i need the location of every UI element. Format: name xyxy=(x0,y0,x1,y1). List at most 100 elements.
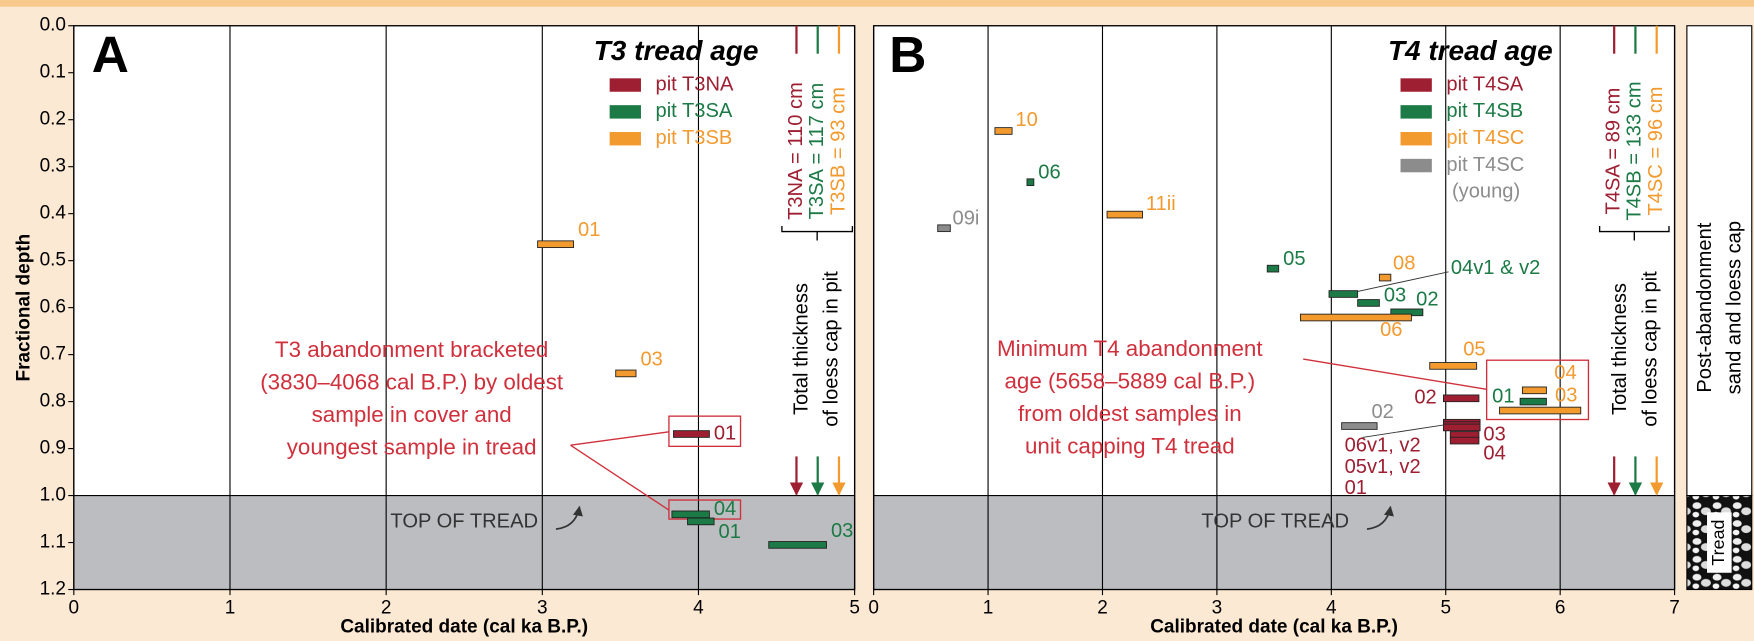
date-range-bar xyxy=(1341,422,1378,430)
x-tick-label: 4 xyxy=(1326,598,1337,619)
side-upper-box xyxy=(1686,25,1753,497)
date-range-bar xyxy=(1026,178,1035,186)
annotation-leader xyxy=(570,444,670,511)
sample-label: 01 xyxy=(578,219,600,241)
x-axis-label: Calibrated date (cal ka B.P.) xyxy=(1150,617,1398,638)
legend-swatch xyxy=(609,132,641,146)
x-tick-label: 3 xyxy=(1212,598,1223,619)
date-range-bar xyxy=(537,240,574,249)
thickness-label: T4SB = 133 cm xyxy=(1624,81,1646,220)
legend-label: pit T3NA xyxy=(656,73,735,95)
thickness-caption: Total thickness xyxy=(790,283,812,415)
y-axis-label: Fractional depth xyxy=(14,234,35,382)
date-range-bar xyxy=(1106,210,1143,219)
sample-label: 01 xyxy=(1345,477,1367,499)
legend-swatch xyxy=(1400,105,1432,119)
side-caption: sand and loess cap xyxy=(1723,221,1745,394)
date-range-bar xyxy=(1328,290,1359,298)
x-tick-label: 1 xyxy=(983,598,994,619)
annotation-text: sample in cover and xyxy=(312,402,512,427)
y-tick-label: 0.5 xyxy=(40,250,66,271)
sample-label: 04 xyxy=(1554,362,1576,384)
thickness-label: T4SA = 89 cm xyxy=(1602,88,1624,215)
tread-region xyxy=(73,495,855,590)
thickness-label: T3SA = 117 cm xyxy=(806,83,828,220)
y-tick-label: 0.2 xyxy=(40,109,66,130)
x-tick-label: 3 xyxy=(537,598,548,619)
sample-label: 04 xyxy=(1483,442,1505,464)
thickness-label: T3SB = 93 cm xyxy=(827,87,849,215)
y-tick-label: 0.4 xyxy=(40,203,67,224)
x-tick-label: 0 xyxy=(69,598,80,619)
legend-swatch xyxy=(1400,78,1432,92)
annotation-text: youngest sample in tread xyxy=(287,434,537,459)
label-leader xyxy=(1362,424,1444,438)
sample-label: 03 xyxy=(831,520,853,542)
x-tick-label: 5 xyxy=(849,598,860,619)
legend-swatch xyxy=(1400,158,1432,173)
y-tick-label: 1.0 xyxy=(40,485,66,506)
date-range-bar xyxy=(687,517,715,526)
sample-label: 05v1, v2 xyxy=(1345,456,1421,478)
x-tick-label: 4 xyxy=(693,598,704,619)
date-range-bar xyxy=(1521,386,1547,395)
sample-label: 09i xyxy=(953,208,980,230)
sample-label: 05 xyxy=(1463,339,1485,361)
thickness-caption: of loess cap in pit xyxy=(821,271,843,427)
sample-label: 03 xyxy=(1483,423,1505,445)
tread-label-bg xyxy=(1707,512,1732,573)
sample-label: 06 xyxy=(1380,319,1402,341)
y-tick-label: 1.1 xyxy=(40,532,66,553)
side-tread-label: Tread xyxy=(1708,520,1728,566)
x-tick-label: 7 xyxy=(1669,598,1680,619)
date-range-bar xyxy=(1443,423,1481,432)
date-range-bar xyxy=(1499,406,1582,415)
x-axis-label: Calibrated date (cal ka B.P.) xyxy=(340,617,588,638)
sample-label: 11ii xyxy=(1146,193,1176,215)
sample-label: 04v1 & v2 xyxy=(1451,257,1541,279)
legend-sublabel: (young) xyxy=(1452,181,1520,203)
legend-label: pit T4SB xyxy=(1446,100,1523,122)
date-range-bar xyxy=(1266,264,1280,273)
legend-swatch xyxy=(1400,132,1432,146)
sample-label: 02 xyxy=(1371,401,1393,423)
highlight-box xyxy=(1485,359,1590,421)
sample-label: 02 xyxy=(1416,288,1438,310)
date-range-bar xyxy=(1449,436,1480,445)
date-range-bar xyxy=(937,224,951,233)
legend-label: pit T3SA xyxy=(656,100,733,122)
x-tick-label: 2 xyxy=(381,598,392,619)
thickness-label: T4SC = 96 cm xyxy=(1645,86,1667,215)
sample-label: 03 xyxy=(1555,384,1577,406)
y-tick-label: 0.6 xyxy=(40,297,66,318)
legend-swatch xyxy=(609,78,641,92)
thickness-caption: Total thickness xyxy=(1609,283,1631,415)
x-tick-label: 2 xyxy=(1097,598,1108,619)
annotation-text: (3830–4068 cal B.P.) by oldest xyxy=(260,370,564,395)
bracket xyxy=(1598,225,1670,241)
thickness-caption: of loess cap in pit xyxy=(1639,271,1661,427)
y-tick-label: 0.9 xyxy=(40,438,66,459)
bracket xyxy=(781,225,854,241)
date-range-bar xyxy=(1357,299,1380,307)
date-range-bar xyxy=(1443,394,1480,403)
top-strip xyxy=(0,0,1754,7)
sample-label: 06 xyxy=(1038,162,1060,184)
sample-label: 08 xyxy=(1393,252,1415,274)
sample-label: 04 xyxy=(714,498,736,520)
y-tick-label: 0.3 xyxy=(40,156,66,177)
date-range-bar xyxy=(1429,362,1478,370)
highlight-box xyxy=(668,415,742,448)
date-range-bar xyxy=(673,430,710,438)
y-tick-label: 1.2 xyxy=(40,579,66,600)
date-range-bar xyxy=(1299,313,1412,322)
legend-label: pit T4SC xyxy=(1446,154,1524,176)
panel-title: T4 tread age xyxy=(1388,35,1553,66)
panel-title: T3 tread age xyxy=(594,35,759,66)
y-tick-label: 0.8 xyxy=(40,391,66,412)
x-tick-label: 5 xyxy=(1440,598,1451,619)
annotation-leader xyxy=(570,431,670,446)
annotation-text: Minimum T4 abandonment xyxy=(997,336,1263,361)
